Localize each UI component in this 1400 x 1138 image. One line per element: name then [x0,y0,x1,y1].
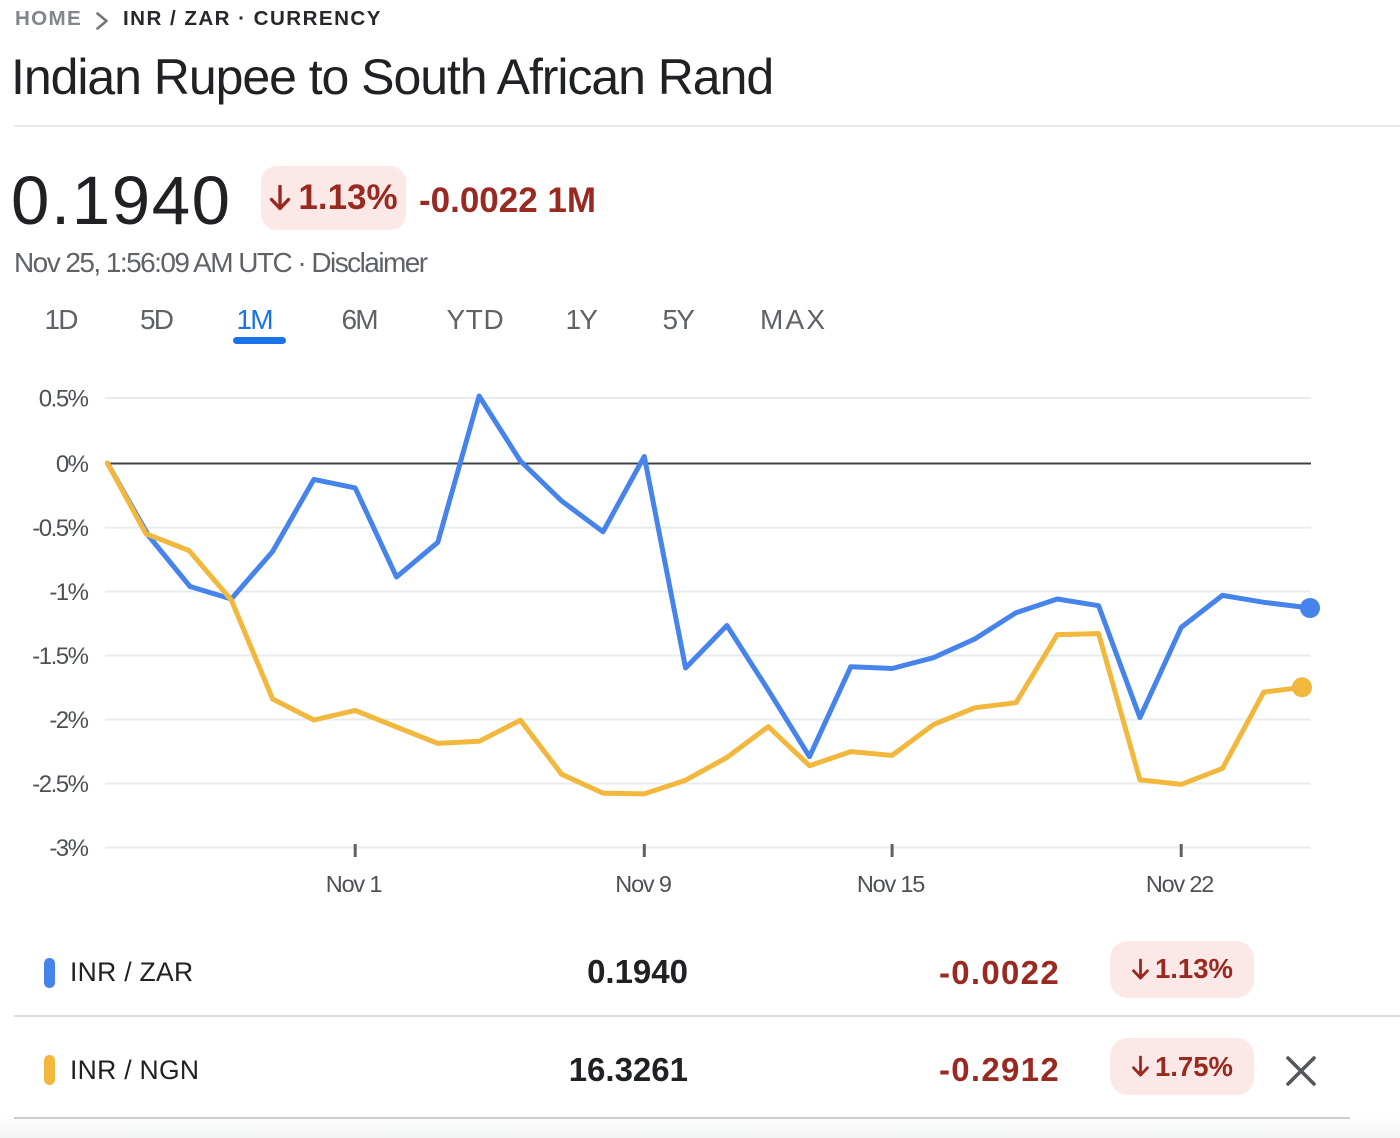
svg-text:Nov 22: Nov 22 [1146,871,1213,897]
svg-text:Nov 1: Nov 1 [326,871,382,897]
svg-text:-2%: -2% [49,707,88,734]
svg-text:0.5%: 0.5% [39,386,89,413]
svg-text:0%: 0% [56,451,89,478]
svg-text:-0.5%: -0.5% [32,515,88,542]
svg-text:-2.5%: -2.5% [32,771,88,798]
svg-text:Nov 15: Nov 15 [857,871,925,897]
svg-text:Nov 9: Nov 9 [615,871,671,897]
svg-text:-3%: -3% [49,835,88,862]
svg-text:-1%: -1% [49,579,88,606]
svg-text:-1.5%: -1.5% [32,643,88,670]
